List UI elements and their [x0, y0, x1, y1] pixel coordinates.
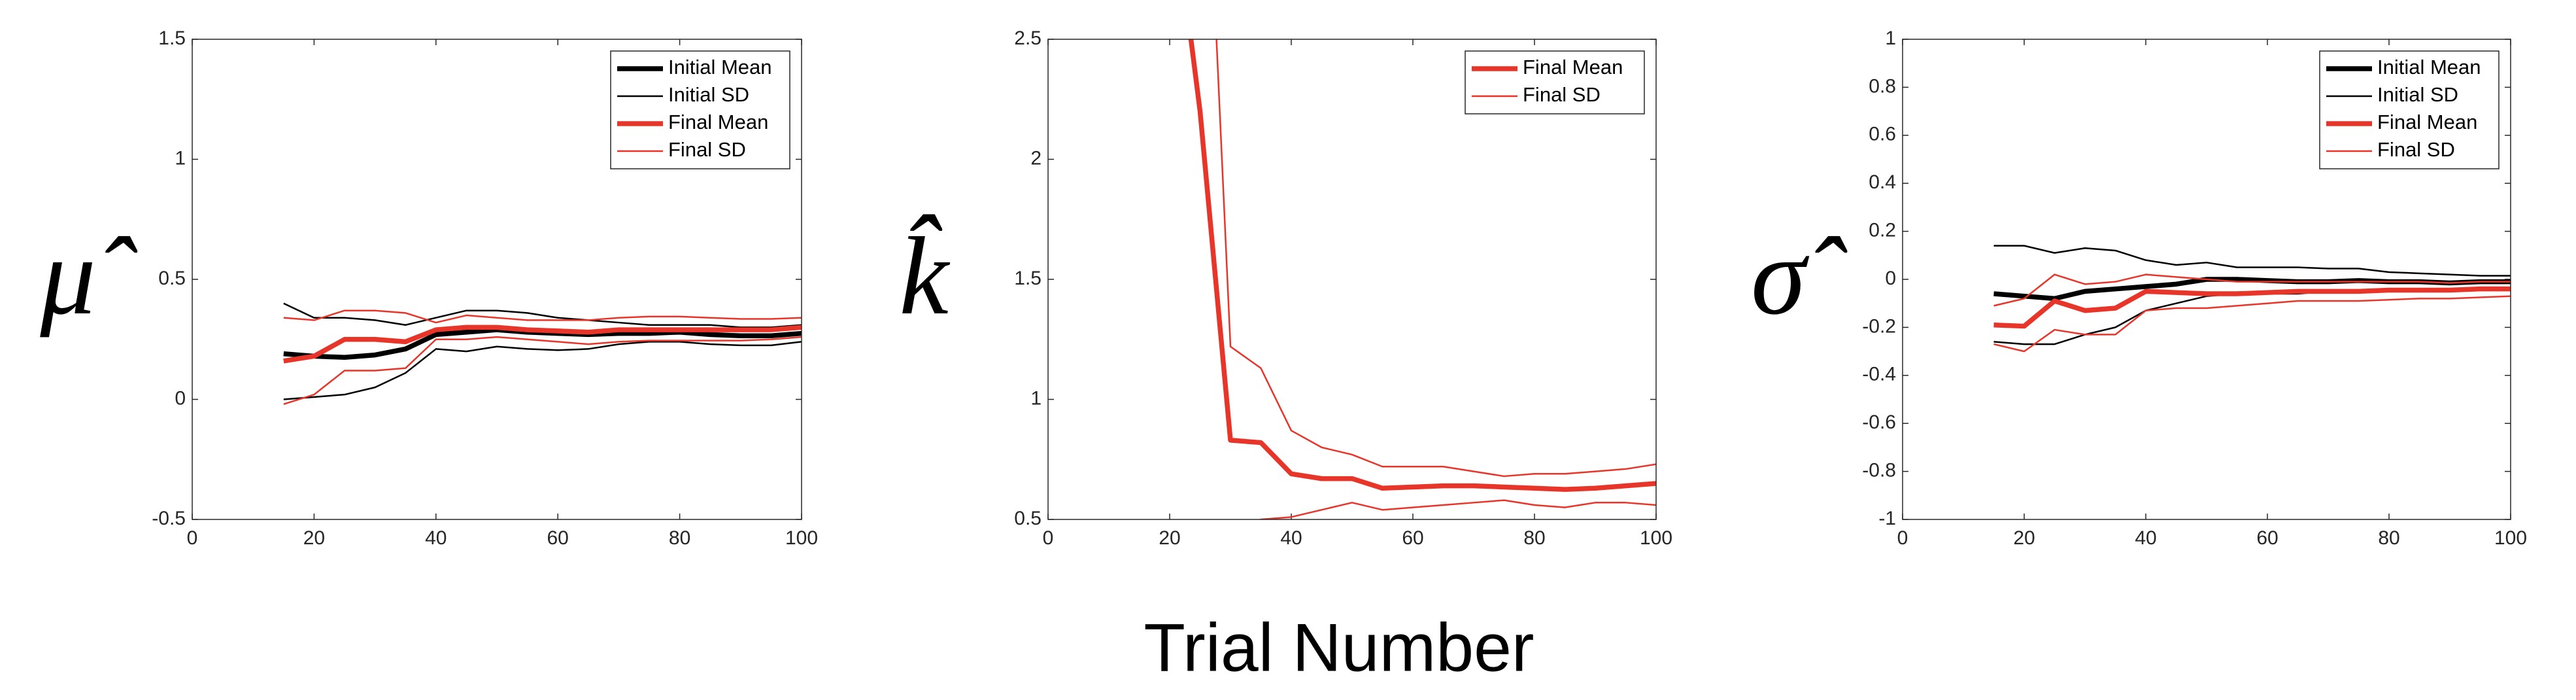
- legend: Final Mean Final SD: [1465, 50, 1645, 114]
- y-tick-label: 1: [175, 147, 186, 169]
- legend-label: Initial Mean: [2377, 56, 2481, 79]
- legend-box: [1465, 50, 1645, 114]
- y-tick-label: 0.2: [1869, 220, 1896, 241]
- x-tick-label: 40: [425, 527, 447, 549]
- legend-label: Final Mean: [2377, 111, 2477, 133]
- x-tick-label: 80: [669, 527, 690, 549]
- y-tick-label: 0.6: [1869, 124, 1896, 145]
- x-tick-label: 100: [2494, 527, 2527, 549]
- series-line: [1993, 273, 2511, 307]
- series-lines: [1993, 245, 2511, 353]
- plot-area: [1048, 39, 1656, 519]
- x-tick-label: 0: [1043, 527, 1054, 549]
- series-line: [1993, 245, 2511, 277]
- chart-panel: 0 20 40 60 80 100 -1 -0.8 -0.6 -0.4 -0.2 0 0.2 0.4 0.6…: [1751, 27, 2527, 549]
- series-lines: [283, 302, 802, 406]
- y-tick-label: 0.5: [1014, 508, 1042, 529]
- legend-label: Final Mean: [668, 111, 768, 133]
- series-line: [283, 324, 802, 364]
- y-axis-label: σ̂: [1751, 215, 1848, 338]
- y-tick-label: -1: [1878, 508, 1896, 529]
- x-tick-label: 0: [1897, 527, 1908, 549]
- x-tick-label: 40: [2135, 527, 2156, 549]
- legend: Initial Mean Initial SD Final Mean Final SD: [2319, 50, 2500, 169]
- series-lines: [1188, 39, 1656, 519]
- y-tick-label: -0.6: [1862, 411, 1896, 433]
- legend-label: Final SD: [1523, 83, 1601, 106]
- y-axis-label: k̂: [899, 214, 950, 338]
- y-axis-label: μ̂: [39, 215, 137, 338]
- x-tick-label: 100: [785, 527, 818, 549]
- series-line: [1259, 499, 1656, 519]
- legend-label: Final Mean: [1523, 56, 1623, 79]
- legend-label: Initial SD: [668, 83, 749, 106]
- x-tick-label: 100: [1640, 527, 1672, 549]
- plot-frame: [192, 39, 802, 520]
- legend-label: Final SD: [2377, 138, 2455, 161]
- series-line: [283, 341, 802, 400]
- y-tick-label: 2: [1030, 147, 1042, 169]
- y-tick-label: 0.4: [1869, 171, 1896, 193]
- series-line: [1188, 39, 1656, 492]
- x-tick-label: 20: [2013, 527, 2035, 549]
- series-line: [283, 336, 802, 406]
- legend-label: Initial Mean: [668, 56, 772, 79]
- x-tick-label: 80: [1523, 527, 1545, 549]
- series-line: [1993, 286, 2511, 329]
- x-tick-label: 60: [547, 527, 569, 549]
- series-line: [283, 302, 802, 328]
- x-tick-label: 60: [1402, 527, 1423, 549]
- series-line: [283, 309, 802, 324]
- y-tick-label: -0.5: [152, 508, 186, 529]
- y-tick-label: 0: [175, 387, 186, 409]
- legend-label: Initial SD: [2377, 83, 2458, 106]
- x-axis-label: Trial Number: [1144, 610, 1534, 686]
- plot-frame: [1902, 39, 2511, 520]
- y-tick-label: 0: [1885, 268, 1896, 289]
- x-tick-label: 40: [1280, 527, 1302, 549]
- x-tick-label: 20: [303, 527, 325, 549]
- series-line: [1993, 295, 2511, 353]
- plot-frame: [1047, 39, 1657, 520]
- x-tick-label: 20: [1159, 527, 1180, 549]
- x-tick-label: 80: [2378, 527, 2399, 549]
- y-tick-label: 0.8: [1869, 75, 1896, 97]
- x-tick-label: 60: [2256, 527, 2278, 549]
- y-tick-label: 1: [1030, 387, 1042, 409]
- y-tick-label: -0.4: [1862, 364, 1896, 385]
- y-tick-label: 2.5: [1014, 27, 1042, 49]
- legend: Initial Mean Initial SD Final Mean Final SD: [610, 50, 790, 169]
- y-tick-label: 1: [1885, 27, 1896, 49]
- y-tick-label: 0.5: [158, 268, 186, 289]
- chart-panel: 0 20 40 60 80 100-0.500.511.5μ̂Initial MeanIn…: [39, 27, 818, 549]
- y-tick-label: -0.2: [1862, 315, 1896, 337]
- legend-label: Final SD: [668, 138, 746, 161]
- series-line: [1215, 39, 1656, 478]
- y-tick-label: 1.5: [158, 27, 186, 49]
- y-tick-label: 1.5: [1014, 268, 1042, 289]
- y-tick-label: -0.8: [1862, 460, 1896, 481]
- x-tick-label: 0: [187, 527, 198, 549]
